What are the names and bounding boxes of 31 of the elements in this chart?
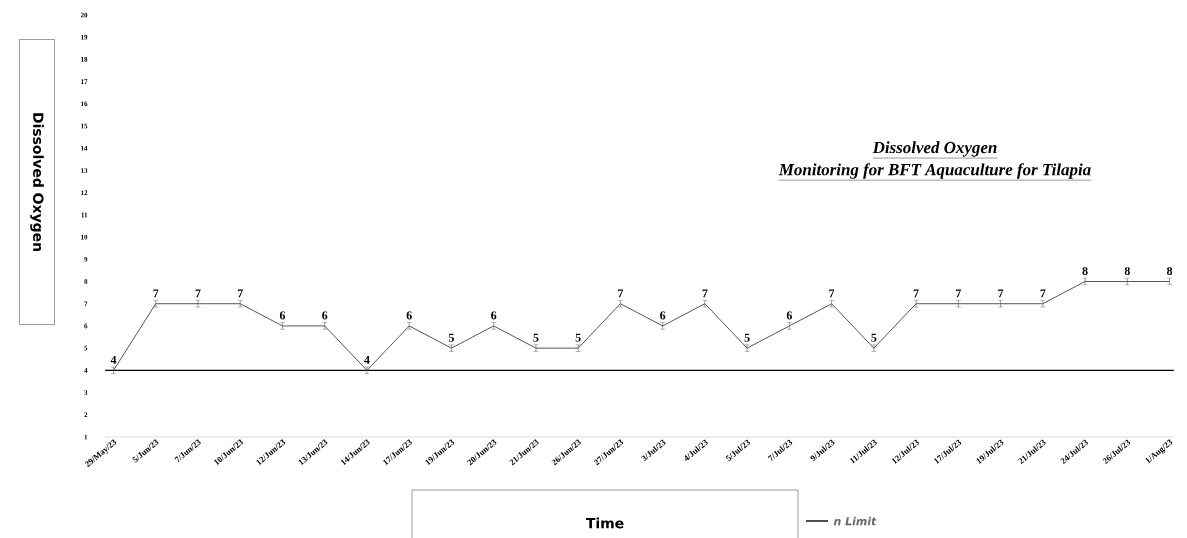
data-label: 6 (406, 311, 412, 320)
data-label: 8 (1082, 266, 1088, 275)
data-label: 5 (448, 333, 454, 342)
data-label: 7 (829, 289, 835, 298)
data-label: 5 (533, 333, 539, 342)
legend-label: n Limit (833, 516, 877, 526)
y-axis-title: Dissolved Oxygen (30, 113, 44, 251)
data-label: 6 (660, 311, 666, 320)
data-label: 7 (1040, 289, 1046, 298)
data-label: 5 (871, 333, 877, 342)
data-label: 8 (1124, 266, 1130, 275)
data-label: 7 (237, 289, 243, 298)
data-label: 7 (195, 289, 201, 298)
data-label: 7 (618, 289, 624, 298)
x-axis-title: Time (585, 517, 624, 529)
text: Dissolved Oxygen (872, 141, 997, 157)
data-label: 4 (110, 355, 117, 364)
data-label: 7 (998, 289, 1004, 298)
data-label: 6 (491, 311, 497, 320)
data-label: 6 (786, 311, 793, 320)
data-label: 7 (153, 289, 159, 298)
data-label: 7 (702, 289, 708, 298)
data-label: 8 (1166, 266, 1173, 275)
data-label: 6 (279, 311, 286, 320)
data-label: 4 (364, 355, 370, 364)
data-label: 7 (913, 289, 919, 298)
data-label: 5 (575, 333, 581, 342)
data-label: 5 (744, 333, 750, 342)
data-label: 6 (322, 311, 328, 320)
text: Monitoring for BFT Aquaculture for Tilapia (778, 163, 1091, 179)
data-label: 7 (956, 289, 962, 298)
